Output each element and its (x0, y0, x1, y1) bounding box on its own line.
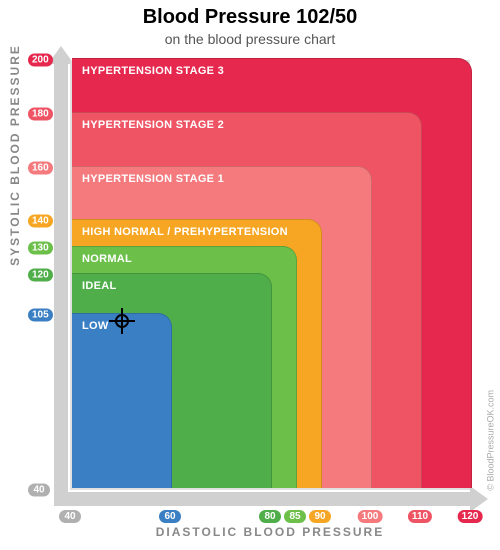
y-axis-label: SYSTOLIC BLOOD PRESSURE (8, 35, 22, 275)
zone-label: HYPERTENSION STAGE 2 (82, 119, 224, 131)
zone-label: NORMAL (82, 253, 132, 265)
x-axis-label: DIASTOLIC BLOOD PRESSURE (150, 525, 390, 539)
x-axis-arrow (54, 492, 472, 506)
y-tick: 130 (28, 242, 53, 255)
y-axis-arrow (54, 60, 68, 492)
bp-chart: HYPERTENSION STAGE 3 HYPERTENSION STAGE 2… (70, 60, 470, 490)
y-tick: 40 (28, 484, 50, 497)
zone-label: LOW (82, 320, 109, 332)
copyright-text: © BloodPressureOK.com (486, 390, 496, 491)
x-tick: 40 (59, 510, 81, 523)
y-tick: 120 (28, 269, 53, 282)
zone-low: LOW (72, 313, 172, 488)
y-tick: 140 (28, 215, 53, 228)
y-tick: 200 (28, 54, 53, 67)
y-tick: 160 (28, 161, 53, 174)
y-tick: 180 (28, 107, 53, 120)
zone-label: HYPERTENSION STAGE 1 (82, 173, 224, 185)
x-tick: 60 (159, 510, 181, 523)
zone-label: HIGH NORMAL / PREHYPERTENSION (82, 226, 288, 238)
x-tick: 110 (408, 510, 432, 523)
zone-label: IDEAL (82, 280, 117, 292)
zone-label: HYPERTENSION STAGE 3 (82, 65, 224, 77)
page-subtitle: on the blood pressure chart (0, 31, 500, 47)
y-tick: 105 (28, 309, 53, 322)
x-tick: 120 (458, 510, 483, 523)
x-tick: 90 (309, 510, 331, 523)
x-tick: 85 (284, 510, 306, 523)
x-tick: 80 (259, 510, 281, 523)
page-title: Blood Pressure 102/50 (0, 6, 500, 29)
x-tick: 100 (358, 510, 383, 523)
